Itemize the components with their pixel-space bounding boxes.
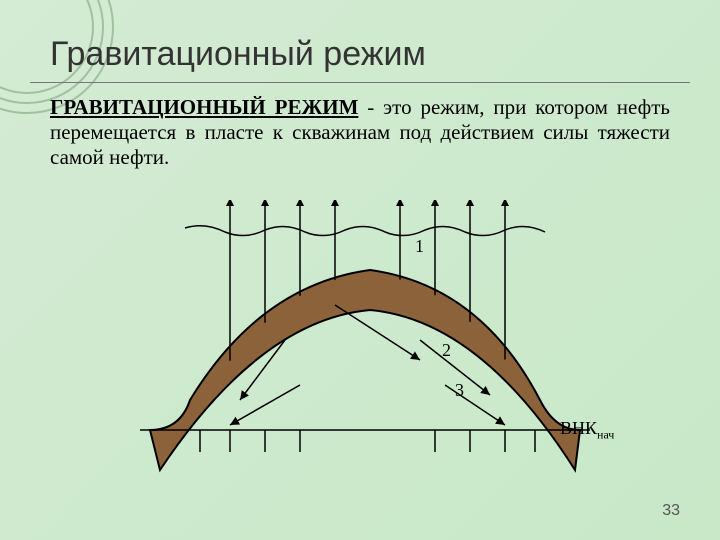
surface-line — [185, 226, 545, 236]
short-well-group — [200, 430, 535, 452]
label-1: 1 — [415, 236, 424, 257]
title-divider — [30, 82, 690, 83]
label-3: 3 — [455, 380, 464, 401]
vnk-sub: нач — [597, 428, 614, 442]
page-number: 33 — [662, 502, 680, 520]
label-2: 2 — [442, 340, 451, 361]
definition-text: ГРАВИТАЦИОННЫЙ РЕЖИМ - это режим, при ко… — [50, 95, 670, 171]
term-label: ГРАВИТАЦИОННЫЙ РЕЖИМ — [50, 95, 358, 119]
reservoir-diagram: 1 2 3 ВНКнач — [110, 200, 610, 480]
vnk-main: ВНК — [560, 418, 597, 438]
page-title: Гравитационный режим — [50, 35, 426, 74]
reservoir-fill — [150, 270, 580, 470]
wellhead-arrow-group — [226, 200, 509, 206]
vnk-label: ВНКнач — [560, 418, 614, 443]
